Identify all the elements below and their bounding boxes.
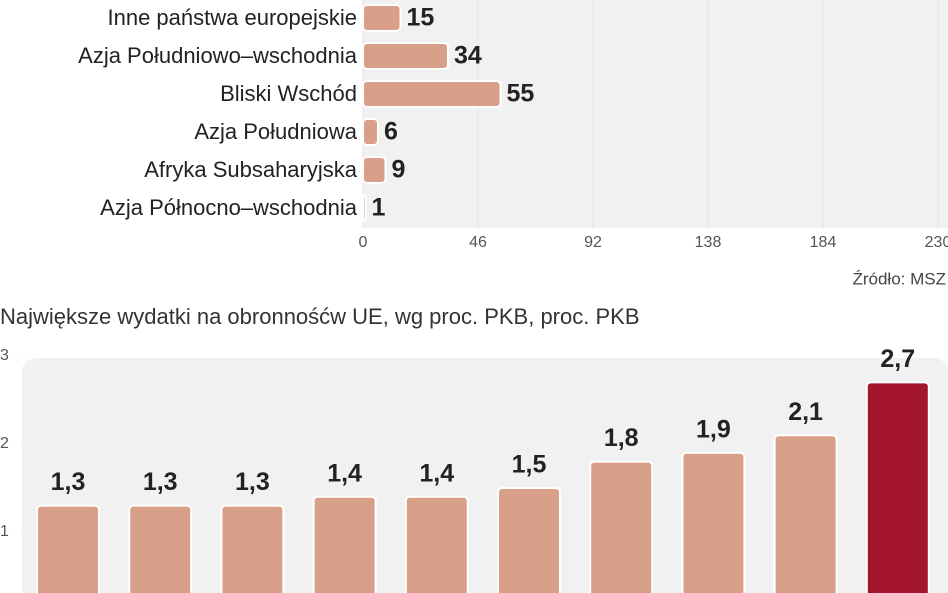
y-tick-label: Azja Południowa bbox=[194, 119, 357, 144]
x-tick-label: 230 bbox=[925, 234, 948, 251]
value-label: 2,7 bbox=[880, 345, 915, 373]
value-label: 34 bbox=[454, 42, 482, 70]
x-tick-label: 92 bbox=[584, 234, 602, 251]
bar bbox=[773, 434, 838, 593]
value-label: 1,4 bbox=[327, 459, 362, 487]
bar bbox=[362, 118, 379, 146]
bar bbox=[404, 495, 469, 593]
y-tick-label: Bliski Wschód bbox=[220, 81, 357, 106]
bar bbox=[312, 495, 377, 593]
bar bbox=[128, 504, 193, 593]
value-label: 9 bbox=[392, 156, 406, 184]
value-label: 15 bbox=[407, 4, 435, 32]
value-label: 1,8 bbox=[604, 424, 639, 452]
bar bbox=[681, 451, 746, 593]
bar bbox=[497, 487, 561, 593]
chart-title: Największe wydatki na obronnośćw UE, wg … bbox=[0, 304, 640, 329]
x-tick-label: 46 bbox=[469, 234, 487, 251]
value-label: 2,1 bbox=[788, 398, 823, 426]
value-label: 1,4 bbox=[419, 459, 454, 487]
source: Źródło: MSZ bbox=[852, 269, 946, 288]
bar bbox=[362, 194, 367, 222]
x-tick-label: 138 bbox=[695, 234, 722, 251]
y-tick-label: Azja Południowo–wschodnia bbox=[78, 43, 358, 68]
panel bbox=[363, 0, 948, 228]
value-label: 1 bbox=[372, 194, 386, 222]
value-label: 1,5 bbox=[512, 451, 547, 479]
bar bbox=[362, 4, 402, 32]
y-tick-label: 3 bbox=[0, 347, 9, 364]
bar bbox=[362, 42, 449, 70]
value-label: 1,3 bbox=[143, 468, 178, 496]
value-label: 55 bbox=[507, 80, 535, 108]
x-tick-label: 0 bbox=[359, 234, 368, 251]
bar bbox=[362, 80, 502, 108]
value-label: 1,3 bbox=[235, 468, 270, 496]
bar bbox=[36, 504, 100, 593]
y-tick-label: Inne państwa europejskie bbox=[108, 5, 358, 30]
y-tick-label: Azja Północno–wschodnia bbox=[100, 195, 358, 220]
value-label: 6 bbox=[384, 118, 398, 146]
x-tick-label: 184 bbox=[810, 234, 837, 251]
bar bbox=[362, 156, 387, 184]
bar bbox=[589, 460, 654, 593]
bar bbox=[865, 381, 930, 593]
y-tick-label: Afryka Subsaharyjska bbox=[144, 157, 358, 182]
bar bbox=[220, 504, 285, 593]
value-label: 1,9 bbox=[696, 415, 731, 443]
value-label: 1,3 bbox=[51, 468, 86, 496]
y-tick-label: 2 bbox=[0, 435, 9, 452]
y-tick-label: 1 bbox=[0, 523, 9, 540]
